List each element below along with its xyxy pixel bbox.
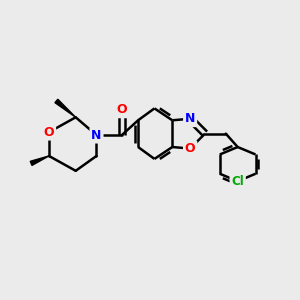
Text: O: O — [185, 142, 195, 155]
Text: O: O — [116, 103, 127, 116]
Polygon shape — [55, 99, 76, 117]
Polygon shape — [30, 156, 49, 165]
Text: Cl: Cl — [231, 175, 244, 188]
Text: O: O — [44, 126, 54, 139]
Text: N: N — [185, 112, 195, 125]
Text: N: N — [91, 129, 102, 142]
